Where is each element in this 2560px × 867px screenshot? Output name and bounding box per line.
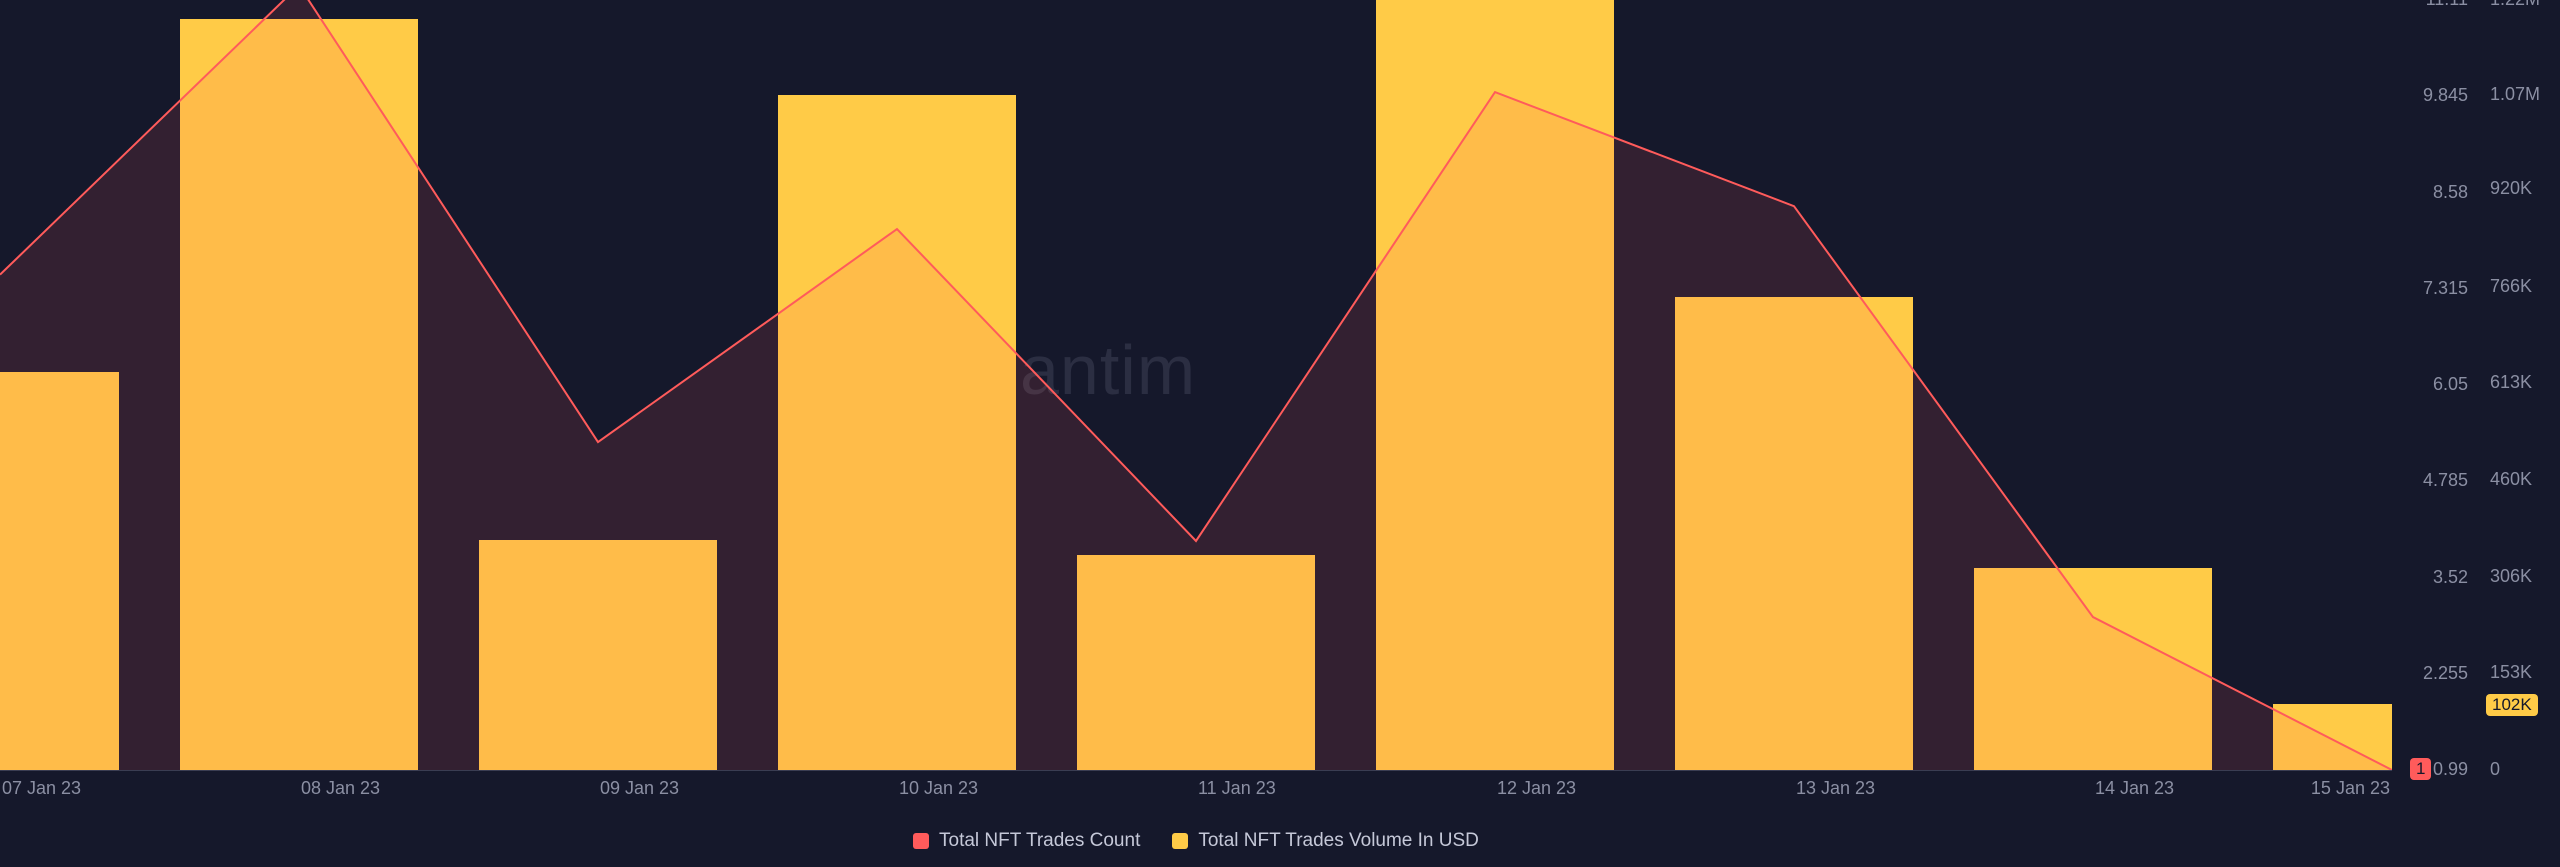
plot-area: antim bbox=[0, 0, 2392, 770]
y-left-tick-label: 8.58 bbox=[2410, 182, 2468, 203]
bar[interactable] bbox=[1376, 0, 1614, 770]
x-tick-label: 08 Jan 23 bbox=[301, 778, 380, 799]
y-right-current-badge: 102K bbox=[2486, 694, 2538, 716]
y-left-tick-label: 11.11 bbox=[2410, 0, 2468, 10]
bar[interactable] bbox=[2273, 704, 2392, 770]
bar[interactable] bbox=[1077, 555, 1315, 770]
y-left-tick-label: 4.785 bbox=[2410, 470, 2468, 491]
bar[interactable] bbox=[778, 95, 1016, 770]
bar[interactable] bbox=[0, 372, 119, 770]
y-right-tick-label: 0 bbox=[2490, 759, 2500, 780]
y-right-tick-label: 1.22M bbox=[2490, 0, 2540, 10]
y-right-tick-label: 153K bbox=[2490, 662, 2532, 683]
x-tick-label: 13 Jan 23 bbox=[1796, 778, 1875, 799]
x-tick-label: 15 Jan 23 bbox=[2311, 778, 2390, 799]
y-right-tick-label: 613K bbox=[2490, 372, 2532, 393]
bar[interactable] bbox=[1974, 568, 2212, 770]
legend: Total NFT Trades Count Total NFT Trades V… bbox=[913, 830, 1479, 852]
y-left-tick-label: 9.845 bbox=[2410, 85, 2468, 106]
x-tick-label: 07 Jan 23 bbox=[2, 778, 81, 799]
bar[interactable] bbox=[479, 540, 717, 770]
bar[interactable] bbox=[180, 19, 418, 770]
x-axis-line bbox=[0, 770, 2392, 771]
legend-swatch bbox=[1172, 833, 1188, 849]
x-tick-label: 09 Jan 23 bbox=[600, 778, 679, 799]
nft-trades-chart: antim 07 Jan 23 08 Jan 23 09 Jan 23 10 Jan … bbox=[0, 0, 2560, 867]
x-tick-label: 10 Jan 23 bbox=[899, 778, 978, 799]
y-right-tick-label: 306K bbox=[2490, 566, 2532, 587]
y-left-tick-label: 6.05 bbox=[2410, 374, 2468, 395]
legend-label: Total NFT Trades Count bbox=[939, 830, 1140, 852]
y-right-tick-label: 766K bbox=[2490, 276, 2532, 297]
bar[interactable] bbox=[1675, 297, 1913, 770]
legend-swatch bbox=[913, 833, 929, 849]
y-right-tick-label: 1.07M bbox=[2490, 84, 2540, 105]
x-tick-label: 14 Jan 23 bbox=[2095, 778, 2174, 799]
y-right-tick-label: 920K bbox=[2490, 178, 2532, 199]
y-left-current-badge: 1 bbox=[2410, 758, 2431, 780]
y-left-tick-label: 7.315 bbox=[2410, 278, 2468, 299]
legend-item[interactable]: Total NFT Trades Volume In USD bbox=[1172, 830, 1479, 852]
legend-item[interactable]: Total NFT Trades Count bbox=[913, 830, 1140, 852]
y-right-tick-label: 460K bbox=[2490, 469, 2532, 490]
y-left-tick-label: 3.52 bbox=[2410, 567, 2468, 588]
x-tick-label: 11 Jan 23 bbox=[1198, 778, 1276, 799]
x-tick-label: 12 Jan 23 bbox=[1497, 778, 1576, 799]
legend-label: Total NFT Trades Volume In USD bbox=[1198, 830, 1479, 852]
y-left-tick-label: 2.255 bbox=[2410, 663, 2468, 684]
watermark: antim bbox=[1020, 330, 1196, 410]
